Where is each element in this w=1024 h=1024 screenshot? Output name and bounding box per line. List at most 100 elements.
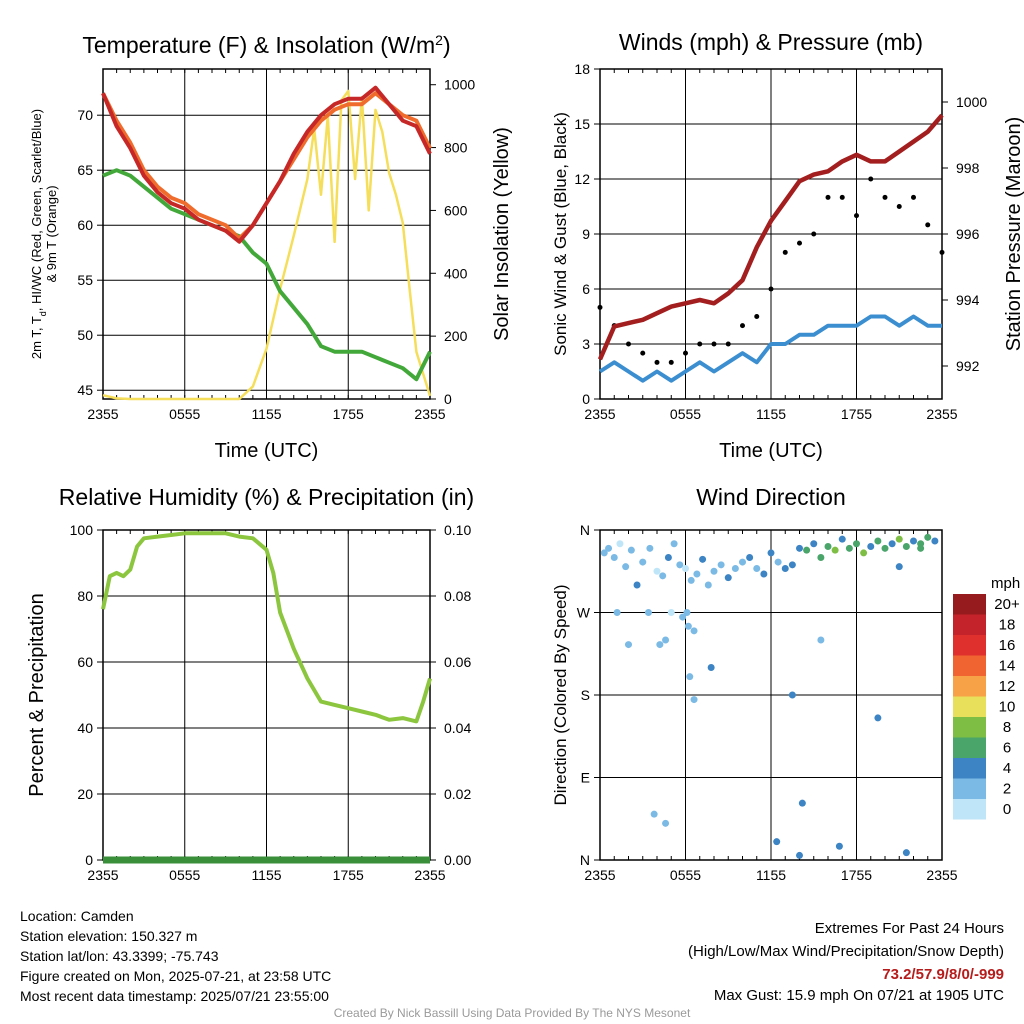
gust-point	[868, 176, 874, 182]
direction-point	[774, 558, 782, 566]
direction-point	[888, 540, 896, 548]
y-tick-label: 18	[574, 61, 590, 77]
direction-point	[704, 581, 712, 589]
series-line-station-pressure	[597, 113, 944, 361]
gust-point	[711, 341, 717, 347]
y2-tick-label: 0.04	[444, 720, 471, 736]
direction-point	[931, 537, 939, 545]
legend-swatch	[953, 594, 986, 615]
extremes-panel: Extremes For Past 24 Hours (High/Low/Max…	[688, 917, 1004, 1006]
x-tick-label: 2355	[584, 406, 615, 422]
direction-point	[683, 609, 691, 616]
legend-label: 12	[999, 678, 1016, 695]
legend-label: 10	[999, 699, 1016, 716]
direction-point	[707, 664, 715, 671]
station-info: Location: Camden Station elevation: 150.…	[20, 906, 331, 1006]
x-tick-label: 1755	[333, 406, 364, 422]
y-tick-label: 0	[85, 852, 93, 868]
series-line-rh	[101, 531, 432, 724]
x-axis-label: Time (UTC)	[719, 440, 823, 462]
direction-point	[724, 574, 732, 582]
direction-point	[860, 549, 868, 557]
direction-point	[656, 641, 664, 649]
direction-point	[796, 544, 803, 552]
gust-point	[740, 323, 745, 329]
y2-tick-label: 0.06	[444, 654, 471, 670]
direction-point	[710, 567, 718, 575]
gust-point	[896, 204, 902, 209]
y2-tick-label: 800	[444, 140, 468, 156]
title-superscript: 2	[435, 32, 443, 48]
y-tick-label: 15	[574, 116, 590, 132]
y-tick-label: 60	[77, 654, 93, 670]
legend-label: 0	[1003, 801, 1011, 818]
footer-credit: Created By Nick Bassill Using Data Provi…	[333, 1006, 691, 1020]
direction-point	[874, 714, 882, 722]
legend-swatch	[953, 676, 986, 697]
direction-point	[717, 561, 725, 569]
legend-swatch	[953, 778, 986, 799]
direction-point	[639, 558, 647, 566]
gust-point	[597, 304, 603, 310]
gust-point	[911, 194, 916, 200]
direction-point	[600, 549, 608, 557]
legend-label: 6	[1003, 740, 1011, 757]
y2-tick-label: 0.00	[444, 852, 471, 868]
gust-point	[654, 359, 660, 365]
y-tick-label: 100	[70, 522, 94, 538]
y-label-part: 2m T, T	[29, 316, 44, 359]
y-axis-label: Percent & Precipitation	[26, 593, 48, 796]
station-elevation: Station elevation: 150.327 m	[20, 928, 198, 944]
x-tick-label: 1155	[756, 406, 786, 422]
y2-tick-label: 992	[956, 358, 980, 374]
x-tick-label: 0555	[169, 867, 200, 883]
direction-point	[788, 691, 796, 699]
direction-point	[917, 544, 925, 552]
gust-point	[797, 240, 802, 246]
y-tick-label: 0	[582, 391, 590, 407]
y-tick-label: 70	[77, 107, 93, 123]
direction-point	[693, 570, 701, 578]
direction-point	[788, 561, 796, 569]
gust-point	[768, 286, 774, 292]
direction-point	[760, 570, 768, 578]
legend-label: 20+	[994, 596, 1020, 613]
direction-point	[653, 567, 661, 575]
gust-point	[925, 222, 931, 228]
x-tick-label: 2355	[926, 406, 957, 422]
y2-tick-label: 0.10	[444, 522, 471, 538]
x-tick-label: 0555	[670, 867, 701, 883]
direction-point	[616, 540, 624, 548]
y2-tick-label: 0	[444, 391, 452, 407]
gust-point	[640, 350, 646, 356]
direction-point	[659, 572, 667, 580]
gust-point	[626, 341, 631, 347]
legend-swatch	[953, 737, 986, 758]
gust-point	[668, 359, 674, 365]
direction-point	[613, 609, 621, 616]
direction-point	[739, 558, 746, 566]
x-tick-label: 2355	[87, 867, 118, 883]
direction-point	[874, 537, 882, 545]
legend-swatch	[953, 717, 986, 738]
direction-point	[796, 851, 803, 859]
x-tick-label: 1755	[841, 867, 872, 883]
series-line-2m-t	[101, 85, 432, 244]
y-tick-label: 6	[582, 281, 590, 297]
direction-point	[605, 544, 613, 552]
direction-point	[687, 576, 695, 584]
winds-title: Winds (mph) & Pressure (mb)	[619, 29, 923, 55]
speed-legend: mph 20+ 18 16 14 12 10 8 6 4 2 0	[953, 575, 1020, 820]
direction-point	[767, 549, 775, 557]
direction-point	[902, 543, 910, 550]
direction-point	[679, 613, 687, 621]
series-line-td	[102, 168, 432, 382]
y2-axis-label: Solar Insolation (Yellow)	[491, 127, 513, 341]
legend-title: mph	[991, 575, 1020, 592]
y-tick-label: 65	[77, 162, 93, 178]
x-tick-label: 1755	[841, 406, 872, 422]
y-axis-label: 2m T, Td, HI/WC (Red, Green, Scarlet/Blu…	[29, 109, 48, 359]
gust-point	[939, 249, 945, 255]
